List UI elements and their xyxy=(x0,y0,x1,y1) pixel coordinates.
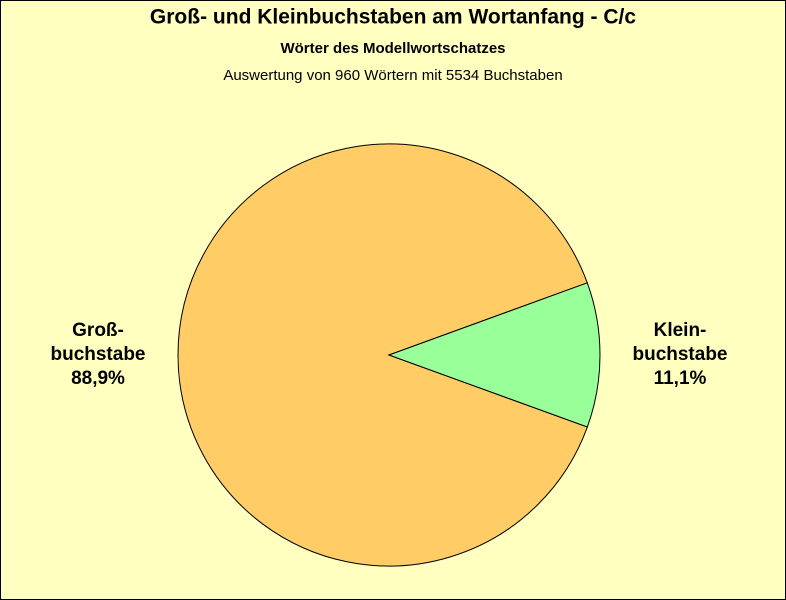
value-label: 88,9% xyxy=(71,368,125,389)
pie-slice xyxy=(177,143,588,567)
slice-label: Klein-buchstabe xyxy=(632,320,727,365)
slice-label: Groß-buchstabe xyxy=(50,320,145,365)
chart-subtitle: Wörter des Modellwortschatzes xyxy=(280,40,505,57)
value-label: 11,1% xyxy=(654,368,707,389)
chart-title: Groß- und Kleinbuchstaben am Wortanfang … xyxy=(150,6,636,29)
annotation: Auswertung von 960 Wörtern mit 5534 Buch… xyxy=(223,67,562,84)
pie-slice xyxy=(387,282,601,428)
